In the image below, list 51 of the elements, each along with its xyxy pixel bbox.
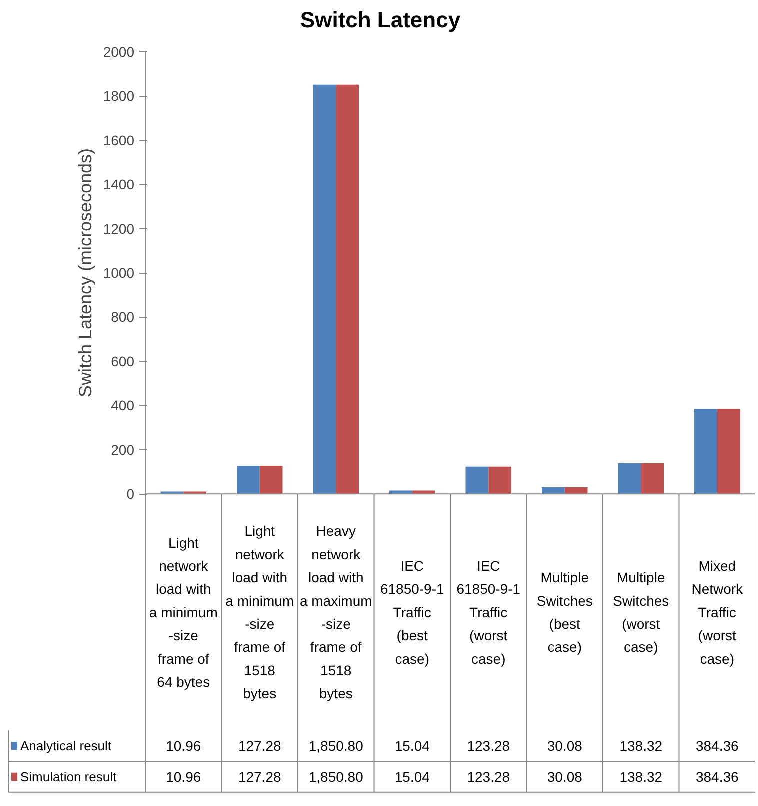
x-tick-label: IEC 61850-9-1 Traffic (worst case) bbox=[456, 558, 521, 667]
data-label: 10.96 bbox=[166, 738, 202, 754]
bar bbox=[488, 466, 512, 494]
y-tick-label: 1400 bbox=[103, 176, 135, 193]
bar bbox=[641, 464, 664, 494]
chart-title: Switch Latency bbox=[300, 8, 462, 32]
y-tick-label: 1800 bbox=[103, 88, 135, 104]
data-label: 138.32 bbox=[620, 738, 663, 754]
bar bbox=[237, 466, 260, 494]
y-tick-label: 1600 bbox=[103, 132, 135, 148]
data-label: 1,850.80 bbox=[308, 768, 364, 785]
x-tick-label: Multiple Switches (worst case) bbox=[613, 570, 670, 656]
data-label: 127.28 bbox=[238, 768, 282, 785]
data-label: 30.08 bbox=[547, 768, 583, 785]
y-tick-label: 200 bbox=[111, 442, 135, 458]
y-tick-label: 2000 bbox=[103, 44, 135, 60]
bar bbox=[260, 466, 283, 494]
data-label: 384.36 bbox=[696, 768, 739, 785]
bar bbox=[717, 409, 740, 494]
x-tick-label: Mixed Network Traffic (worst case) bbox=[692, 558, 744, 667]
data-label: 138.32 bbox=[620, 768, 663, 785]
bar bbox=[694, 409, 718, 494]
data-label: 15.04 bbox=[394, 738, 430, 754]
data-label: 10.96 bbox=[166, 768, 202, 785]
y-tick-label: 800 bbox=[111, 309, 135, 326]
y-tick-label: 0 bbox=[126, 486, 135, 502]
bar bbox=[618, 464, 642, 494]
y-tick-label: 600 bbox=[111, 353, 135, 370]
bar bbox=[336, 84, 359, 494]
data-label: 15.04 bbox=[394, 768, 430, 785]
data-label: 123.28 bbox=[467, 768, 510, 785]
x-tick-label: IEC 61850-9-1 Traffic (best case) bbox=[380, 558, 444, 667]
data-label: 384.36 bbox=[696, 738, 739, 754]
bar bbox=[466, 466, 489, 494]
data-label: 127.28 bbox=[238, 738, 282, 754]
y-axis-title: Switch Latency (microseconds) bbox=[75, 148, 96, 398]
data-label: 30.08 bbox=[547, 738, 583, 754]
y-tick-label: 400 bbox=[111, 398, 135, 414]
data-label: 1,850.80 bbox=[308, 738, 364, 754]
x-tick-label: Multiple Switches (best case) bbox=[536, 570, 593, 656]
x-tick-label: Heavy network load with a maximum-size frame of 1518 bytes bbox=[300, 523, 372, 702]
data-label: 123.28 bbox=[467, 738, 510, 754]
x-tick-label: Light network load with a minimum-size frame of 64 bytes bbox=[149, 534, 218, 690]
legend-label: Analytical result bbox=[20, 738, 112, 754]
y-tick-label: 1000 bbox=[103, 265, 135, 282]
bar bbox=[564, 487, 588, 494]
bar bbox=[542, 487, 565, 494]
y-tick-label: 1200 bbox=[103, 220, 135, 237]
x-tick-label: Light network load with a minimum-size frame of 1518 bytes bbox=[226, 523, 294, 702]
bar bbox=[313, 84, 336, 494]
legend-label: Simulation result bbox=[20, 769, 117, 784]
